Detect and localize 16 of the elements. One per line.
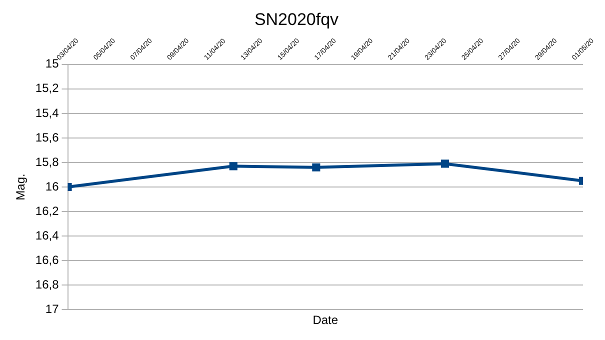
y-tick-label: 16,4: [35, 228, 60, 242]
chart-title: SN2020fqv: [254, 10, 340, 29]
y-tick-label: 16: [45, 179, 60, 194]
point: [440, 160, 450, 168]
y-tick-label: 15,6: [35, 130, 60, 144]
y-tick-label: 16,2: [35, 204, 60, 218]
y-tick-label: 15,2: [35, 81, 60, 96]
y-tick-label: 15,8: [35, 154, 60, 169]
y-tick-label: 15,4: [35, 106, 60, 120]
y-tick-label: 17: [45, 302, 60, 316]
point: [312, 163, 320, 172]
point: [229, 162, 238, 170]
x-axis-title: Date: [312, 313, 338, 328]
y-tick-label: 16,8: [35, 277, 60, 292]
y-tick-label: 16,6: [35, 252, 60, 267]
y-axis-title: Mag.: [14, 174, 28, 200]
